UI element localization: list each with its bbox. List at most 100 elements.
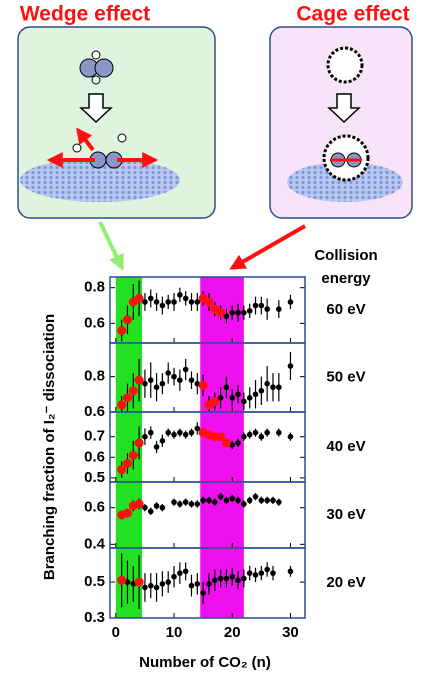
highlight-band: [200, 482, 244, 548]
data-point: [135, 500, 144, 509]
data-point: [288, 434, 294, 440]
data-point: [247, 432, 253, 438]
data-point: [123, 315, 132, 324]
data-point: [189, 377, 195, 383]
wedge-arrow: [100, 222, 122, 268]
data-point: [235, 578, 241, 584]
data-point: [259, 388, 265, 394]
data-point: [247, 570, 253, 576]
data-point: [154, 384, 160, 390]
data-point: [222, 438, 231, 447]
data-point: [189, 299, 195, 305]
data-point: [165, 370, 171, 376]
data-point: [171, 574, 177, 580]
data-point: [288, 569, 294, 575]
data-point: [160, 505, 166, 511]
x-tick-label: 30: [282, 624, 299, 641]
data-point: [160, 303, 166, 309]
data-point: [189, 430, 195, 436]
y-tick-label: 0.4: [84, 535, 106, 552]
data-point: [177, 377, 183, 383]
data-point: [117, 400, 126, 409]
data-point: [154, 299, 160, 305]
y-tick-label: 0.7: [84, 428, 105, 445]
data-point: [270, 384, 276, 390]
plots: 0.60.860 eV0.60.850 eV0.50.60.740 eV0.40…: [84, 277, 365, 641]
data-point: [241, 434, 247, 440]
data-point: [253, 303, 259, 309]
y-tick-label: 0.6: [84, 499, 105, 516]
data-point: [135, 294, 144, 303]
wedge-title: Wedge effect: [20, 3, 150, 26]
data-point: [165, 299, 171, 305]
data-point: [206, 581, 212, 587]
data-point: [177, 501, 183, 507]
x-tick-label: 0: [112, 624, 120, 641]
data-point: [264, 498, 270, 504]
data-point: [224, 576, 230, 582]
data-point: [199, 381, 208, 390]
data-point: [171, 499, 177, 505]
data-point: [183, 367, 189, 373]
data-point: [171, 374, 177, 380]
data-point: [148, 430, 154, 436]
data-point: [276, 306, 282, 312]
data-point: [259, 303, 265, 309]
data-point: [270, 570, 276, 576]
data-point: [253, 494, 259, 500]
data-point: [165, 579, 171, 585]
y-tick-label: 0.6: [84, 314, 105, 331]
y-tick-label: 0.6: [84, 448, 105, 465]
cage-title: Cage effect: [296, 3, 409, 26]
data-point: [288, 299, 294, 305]
data-point: [177, 292, 183, 298]
data-point: [253, 392, 259, 398]
data-point: [160, 581, 166, 587]
data-point: [216, 308, 225, 317]
data-point: [229, 395, 235, 401]
data-point: [117, 576, 126, 585]
highlight-band: [200, 412, 244, 482]
panel-label: 30 eV: [326, 506, 365, 523]
data-point: [241, 399, 247, 405]
data-point: [276, 430, 282, 436]
data-point: [160, 438, 166, 444]
energy-label: energy: [321, 270, 371, 287]
data-point: [148, 296, 154, 302]
data-point: [177, 430, 183, 436]
data-point: [135, 376, 144, 385]
data-point: [117, 326, 126, 335]
data-point: [171, 299, 177, 305]
data-point: [200, 590, 206, 596]
y-tick-label: 0.3: [84, 609, 105, 626]
data-point: [154, 444, 160, 450]
data-point: [183, 569, 189, 575]
data-point: [195, 501, 201, 507]
data-point: [247, 498, 253, 504]
data-point: [212, 499, 218, 505]
panel-label: 20 eV: [326, 574, 365, 591]
data-point: [123, 509, 132, 518]
data-point: [135, 578, 144, 587]
data-point: [259, 498, 265, 504]
data-point: [165, 430, 171, 436]
y-tick-label: 0.5: [84, 469, 105, 486]
data-point: [148, 509, 154, 515]
x-tick-label: 10: [166, 624, 183, 641]
y-axis-label: Branching fraction of I₂⁻ dissociation: [41, 314, 58, 580]
data-point: [247, 308, 253, 314]
data-point: [235, 498, 241, 504]
y-tick-label: 0.6: [84, 403, 105, 420]
data-point: [229, 496, 235, 502]
data-point: [259, 434, 265, 440]
data-point: [123, 459, 132, 468]
data-point: [183, 499, 189, 505]
data-point: [276, 499, 282, 505]
data-point: [171, 432, 177, 438]
data-point: [189, 501, 195, 507]
panel-label: 50 eV: [326, 368, 365, 385]
data-point: [229, 574, 235, 580]
data-point: [229, 310, 235, 316]
data-point: [129, 451, 138, 460]
data-point: [195, 581, 201, 587]
